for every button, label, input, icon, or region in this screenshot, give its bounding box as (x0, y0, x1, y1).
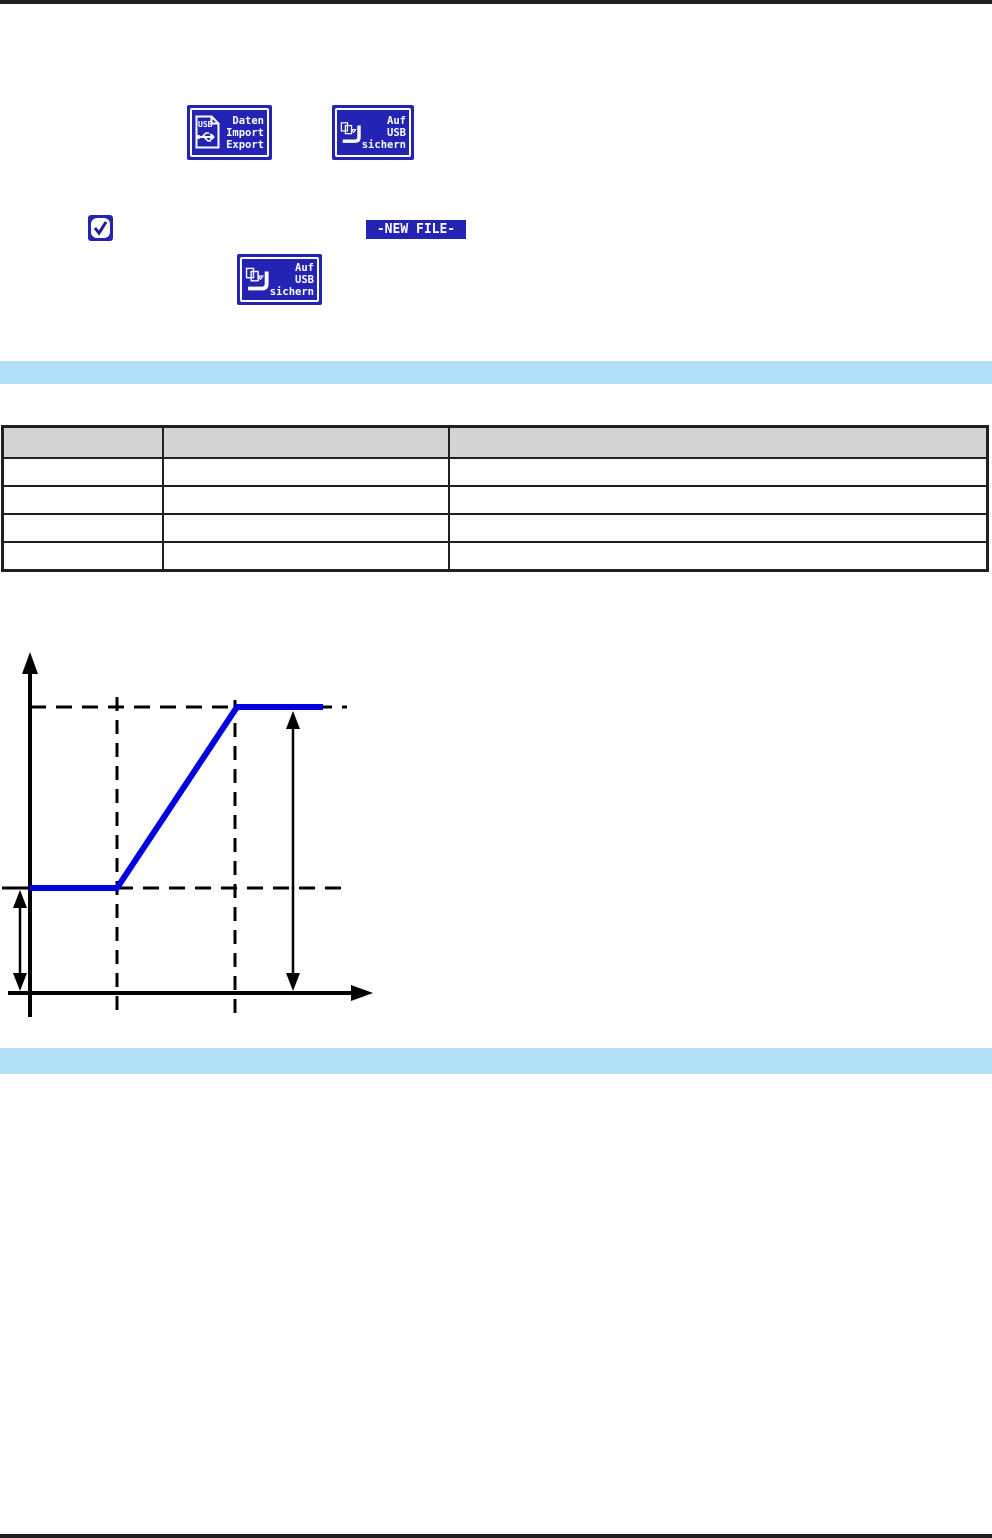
copy-files-icon (340, 121, 361, 143)
table-cell (1, 513, 164, 543)
page-bottom-rule (0, 1534, 992, 1538)
table-row (1, 513, 989, 543)
table-cell (161, 541, 450, 572)
auf-usb-sichern-lower-frame: Auf USB sichern (240, 257, 319, 302)
auf-usb-sichern-top-frame: Auf USB sichern (335, 108, 411, 157)
auf-usb-sichern-button-lower: Auf USB sichern (237, 254, 322, 305)
copy-files-icon (245, 267, 269, 290)
table-cell (447, 541, 989, 572)
table-cell (1, 485, 164, 515)
table-header-row (1, 425, 989, 459)
table-header-cell (1, 425, 164, 459)
table-cell (447, 457, 989, 487)
section-heading-band (0, 1048, 992, 1074)
daten-import-export-label: Daten Import Export (226, 114, 264, 151)
checkmark-icon (93, 221, 108, 236)
x-axis-arrowhead (351, 985, 373, 1001)
table-cell (161, 457, 450, 487)
table-cell (1, 457, 164, 487)
svg-text:USB: USB (198, 120, 213, 129)
new-file-label: -NEW FILE- (366, 220, 466, 239)
table-row (1, 541, 989, 572)
parameter-table (1, 425, 989, 572)
end-measure-arrowhead-down (286, 973, 300, 991)
checkbox-inner (91, 218, 110, 238)
table-cell (161, 485, 450, 515)
table-cell (447, 513, 989, 543)
auf-usb-sichern-top-label: Auf USB sichern (361, 114, 406, 151)
table-row (1, 457, 989, 487)
checkbox-checked-icon (88, 215, 113, 241)
auf-usb-sichern-lower-label: Auf USB sichern (269, 261, 314, 298)
daten-import-export-button: USB Daten Import Export (187, 105, 272, 160)
table-cell (1, 541, 164, 572)
section-heading-band (0, 361, 992, 384)
auf-usb-sichern-button-top: Auf USB sichern (332, 105, 414, 160)
y-axis-arrowhead (22, 652, 38, 674)
ramp-function-diagram (2, 652, 373, 1017)
page-top-rule (0, 0, 992, 4)
daten-import-export-button-frame: USB Daten Import Export (190, 108, 269, 157)
end-measure-arrowhead-up (286, 711, 300, 729)
table-cell (161, 513, 450, 543)
usb-document-icon: USB (195, 115, 220, 148)
start-measure-arrowhead-up (13, 890, 27, 908)
table-row (1, 485, 989, 515)
table-header-cell (447, 425, 989, 459)
start-measure-arrowhead-down (13, 973, 27, 991)
table-cell (447, 485, 989, 515)
table-header-cell (161, 425, 450, 459)
ramp-curve (30, 704, 323, 891)
